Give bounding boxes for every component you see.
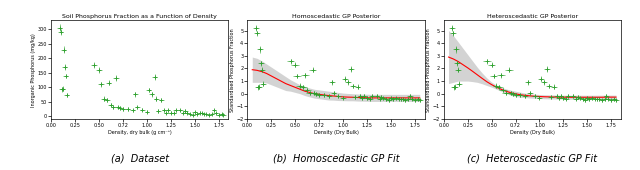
- Title: Heteroscedastic GP Posterior: Heteroscedastic GP Posterior: [486, 14, 578, 19]
- Y-axis label: Standardised Phosphorus Fraction: Standardised Phosphorus Fraction: [230, 28, 235, 112]
- Text: (b)  Homoscedastic GP Fit: (b) Homoscedastic GP Fit: [273, 153, 399, 163]
- X-axis label: Density (Dry Bulk): Density (Dry Bulk): [314, 130, 358, 135]
- Y-axis label: Inorganic Phosphorus (mg/kg): Inorganic Phosphorus (mg/kg): [31, 33, 36, 107]
- X-axis label: Density, dry bulk (g cm⁻³): Density, dry bulk (g cm⁻³): [108, 130, 172, 135]
- X-axis label: Density (Dry Bulk): Density (Dry Bulk): [510, 130, 555, 135]
- Title: Soil Phosphorus Fraction as a Function of Density: Soil Phosphorus Fraction as a Function o…: [62, 14, 217, 19]
- Y-axis label: Standardised Phosphorus Fraction: Standardised Phosphorus Fraction: [426, 28, 431, 112]
- Text: (c)  Heteroscedastic GP Fit: (c) Heteroscedastic GP Fit: [467, 153, 597, 163]
- Text: (a)  Dataset: (a) Dataset: [111, 153, 169, 163]
- Title: Homoscedastic GP Posterior: Homoscedastic GP Posterior: [292, 14, 380, 19]
